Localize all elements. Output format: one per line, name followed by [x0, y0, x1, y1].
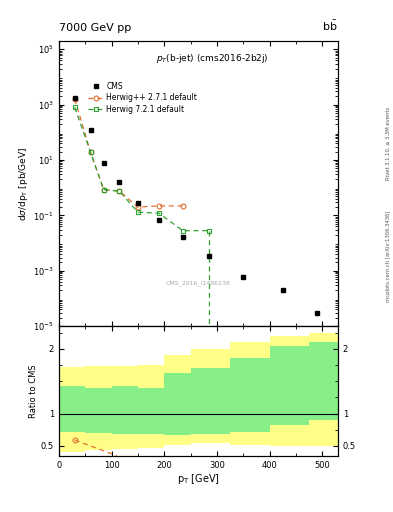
Herwig++ 2.7.1 default: [88, 149, 93, 155]
Text: 7000 GeV pp: 7000 GeV pp: [59, 23, 131, 33]
CMS: [180, 234, 185, 241]
Line: Herwig++ 2.7.1 default: Herwig++ 2.7.1 default: [72, 97, 185, 209]
Y-axis label: Ratio to CMS: Ratio to CMS: [29, 364, 38, 418]
Herwig 7.2.1 default: [101, 186, 106, 193]
Y-axis label: d$\sigma$/dp$_\mathrm{T}$ [pb/GeV]: d$\sigma$/dp$_\mathrm{T}$ [pb/GeV]: [17, 146, 30, 221]
Text: $p_T$(b-jet) (cms2016-2b2j): $p_T$(b-jet) (cms2016-2b2j): [156, 52, 269, 66]
Herwig 7.2.1 default: [72, 104, 77, 111]
CMS: [136, 200, 140, 206]
CMS: [101, 160, 106, 166]
Herwig 7.2.1 default: [117, 188, 122, 194]
CMS: [241, 274, 246, 280]
CMS: [207, 252, 211, 259]
Text: mcplots.cern.ch [arXiv:1306.3436]: mcplots.cern.ch [arXiv:1306.3436]: [386, 210, 391, 302]
Herwig++ 2.7.1 default: [136, 204, 140, 210]
Herwig 7.2.1 default: [157, 210, 162, 216]
Line: Herwig 7.2.1 default: Herwig 7.2.1 default: [72, 105, 211, 233]
Herwig++ 2.7.1 default: [72, 96, 77, 102]
CMS: [157, 217, 162, 223]
Herwig++ 2.7.1 default: [157, 203, 162, 209]
Text: Rivet 3.1.10, ≥ 3.3M events: Rivet 3.1.10, ≥ 3.3M events: [386, 106, 391, 180]
Legend: CMS, Herwig++ 2.7.1 default, Herwig 7.2.1 default: CMS, Herwig++ 2.7.1 default, Herwig 7.2.…: [85, 79, 200, 117]
Text: b$\bar{\mathrm{b}}$: b$\bar{\mathrm{b}}$: [323, 19, 338, 33]
CMS: [72, 95, 77, 101]
Herwig++ 2.7.1 default: [180, 203, 185, 209]
Herwig 7.2.1 default: [180, 228, 185, 234]
Herwig 7.2.1 default: [136, 209, 140, 215]
CMS: [88, 127, 93, 133]
X-axis label: p$_\mathrm{T}$ [GeV]: p$_\mathrm{T}$ [GeV]: [177, 472, 220, 486]
Text: CMS_2016_I1486238: CMS_2016_I1486238: [166, 281, 231, 286]
Herwig 7.2.1 default: [207, 228, 211, 234]
Herwig 7.2.1 default: [88, 149, 93, 155]
CMS: [117, 179, 122, 185]
Line: CMS: CMS: [72, 95, 320, 315]
CMS: [314, 310, 319, 316]
Herwig++ 2.7.1 default: [101, 186, 106, 193]
Herwig++ 2.7.1 default: [117, 188, 122, 194]
CMS: [280, 287, 285, 293]
